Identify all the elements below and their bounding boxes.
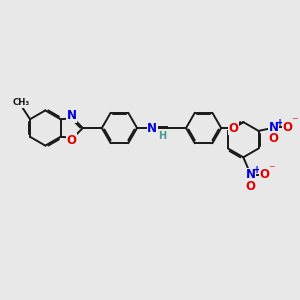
Text: H: H — [158, 131, 166, 141]
Text: O: O — [246, 179, 256, 193]
Text: O: O — [229, 122, 238, 134]
Text: N: N — [269, 121, 279, 134]
Text: O: O — [67, 134, 77, 147]
Text: ⁻: ⁻ — [291, 116, 298, 129]
Text: +: + — [276, 118, 284, 128]
Text: N: N — [67, 109, 77, 122]
Text: N: N — [246, 168, 256, 182]
Text: O: O — [269, 132, 279, 145]
Text: CH₃: CH₃ — [13, 98, 30, 107]
Text: N: N — [147, 122, 157, 134]
Text: O: O — [260, 168, 270, 182]
Text: ⁻: ⁻ — [268, 164, 274, 176]
Text: O: O — [283, 121, 293, 134]
Text: +: + — [253, 166, 261, 176]
